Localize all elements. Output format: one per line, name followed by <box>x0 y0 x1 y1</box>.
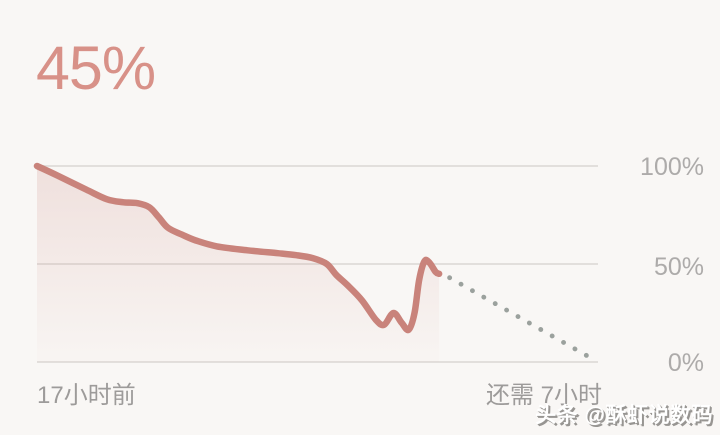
battery-history-area <box>37 166 440 362</box>
x-axis-label-past: 17小时前 <box>37 382 136 409</box>
y-axis-tick-0: 0% <box>667 349 704 377</box>
battery-projection-dotted-line <box>447 275 597 363</box>
battery-history-line <box>33 162 443 334</box>
y-axis-tick-100: 100% <box>640 153 704 181</box>
battery-level-value: 45% <box>36 34 156 102</box>
x-axis-label-remaining: 还需 7小时 <box>485 382 602 409</box>
watermark-text: 头条 @酥虾说数码 <box>535 404 713 427</box>
y-axis-tick-50: 50% <box>653 253 704 281</box>
